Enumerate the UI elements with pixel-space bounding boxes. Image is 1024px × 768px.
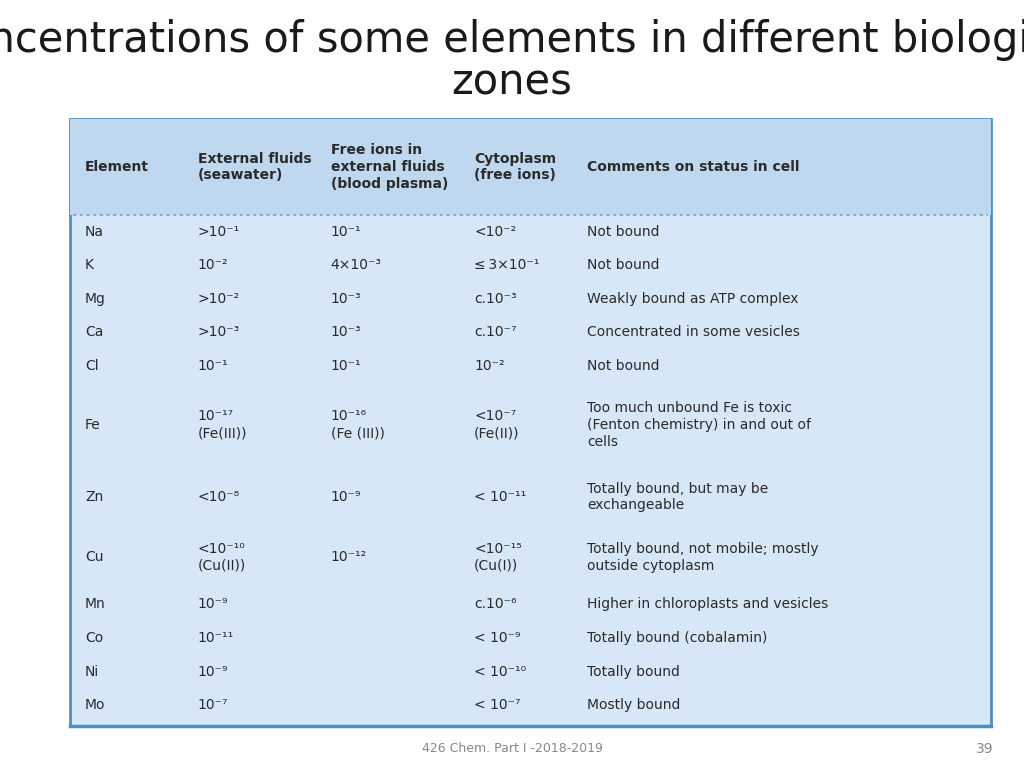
Text: Totally bound, but may be
exchangeable: Totally bound, but may be exchangeable	[587, 482, 768, 512]
Text: >10⁻²: >10⁻²	[198, 292, 240, 306]
Text: < 10⁻⁹: < 10⁻⁹	[474, 631, 520, 645]
Text: Mn: Mn	[85, 598, 105, 611]
Text: 10⁻¹: 10⁻¹	[198, 359, 228, 373]
Text: Too much unbound Fe is toxic
(Fenton chemistry) in and out of
cells: Too much unbound Fe is toxic (Fenton che…	[587, 401, 811, 449]
Text: 10⁻¹⁶
(Fe (III)): 10⁻¹⁶ (Fe (III))	[331, 409, 385, 440]
Text: Totally bound, not mobile; mostly
outside cytoplasm: Totally bound, not mobile; mostly outsid…	[587, 542, 818, 573]
Text: Totally bound: Totally bound	[587, 664, 680, 679]
Text: 10⁻¹¹: 10⁻¹¹	[198, 631, 233, 645]
Text: External fluids
(seawater): External fluids (seawater)	[198, 151, 311, 182]
Text: 10⁻⁹: 10⁻⁹	[198, 664, 228, 679]
Text: < 10⁻¹⁰: < 10⁻¹⁰	[474, 664, 526, 679]
Text: 10⁻⁹: 10⁻⁹	[331, 490, 361, 504]
Text: 10⁻¹²: 10⁻¹²	[331, 551, 367, 564]
Text: Free ions in
external fluids
(blood plasma): Free ions in external fluids (blood plas…	[331, 143, 449, 190]
Text: Not bound: Not bound	[587, 258, 659, 273]
Text: Cytoplasm
(free ions): Cytoplasm (free ions)	[474, 151, 556, 182]
Text: Fe: Fe	[85, 418, 100, 432]
Text: <10⁻²: <10⁻²	[474, 225, 516, 239]
Text: c.10⁻⁶: c.10⁻⁶	[474, 598, 517, 611]
Text: >10⁻³: >10⁻³	[198, 326, 240, 339]
Text: <10⁻¹⁵
(Cu(I)): <10⁻¹⁵ (Cu(I))	[474, 542, 522, 573]
Text: Ni: Ni	[85, 664, 99, 679]
Text: 4×10⁻³: 4×10⁻³	[331, 258, 382, 273]
Text: 426 Chem. Part I -2018-2019: 426 Chem. Part I -2018-2019	[422, 743, 602, 755]
Text: Not bound: Not bound	[587, 359, 659, 373]
Text: Mostly bound: Mostly bound	[587, 698, 680, 712]
Text: Na: Na	[85, 225, 104, 239]
Text: Higher in chloroplasts and vesicles: Higher in chloroplasts and vesicles	[587, 598, 828, 611]
Text: c.10⁻⁷: c.10⁻⁷	[474, 326, 517, 339]
Text: Co: Co	[85, 631, 103, 645]
Text: Concentrated in some vesicles: Concentrated in some vesicles	[587, 326, 800, 339]
Text: zones: zones	[452, 61, 572, 104]
Text: 10⁻²: 10⁻²	[474, 359, 505, 373]
Bar	[70, 119, 991, 215]
Text: 10⁻⁹: 10⁻⁹	[198, 598, 228, 611]
Text: Concentrations of some elements in different biological: Concentrations of some elements in diffe…	[0, 19, 1024, 61]
Text: Zn: Zn	[85, 490, 103, 504]
Text: < 10⁻¹¹: < 10⁻¹¹	[474, 490, 526, 504]
Text: 10⁻³: 10⁻³	[331, 292, 361, 306]
Text: Weakly bound as ATP complex: Weakly bound as ATP complex	[587, 292, 799, 306]
Text: <10⁻¹⁰
(Cu(II)): <10⁻¹⁰ (Cu(II))	[198, 542, 246, 573]
Text: Cl: Cl	[85, 359, 98, 373]
Text: 10⁻²: 10⁻²	[198, 258, 228, 273]
Text: 10⁻¹: 10⁻¹	[331, 359, 361, 373]
Text: 10⁻³: 10⁻³	[331, 326, 361, 339]
Text: Element: Element	[85, 160, 150, 174]
Text: 10⁻¹: 10⁻¹	[331, 225, 361, 239]
Text: 39: 39	[976, 742, 993, 756]
Text: Ca: Ca	[85, 326, 103, 339]
Text: Comments on status in cell: Comments on status in cell	[587, 160, 800, 174]
Text: <10⁻⁷
(Fe(II)): <10⁻⁷ (Fe(II))	[474, 409, 519, 440]
Text: Totally bound (cobalamin): Totally bound (cobalamin)	[587, 631, 767, 645]
Text: Cu: Cu	[85, 551, 103, 564]
Text: 10⁻⁷: 10⁻⁷	[198, 698, 228, 712]
Text: 10⁻¹⁷
(Fe(III)): 10⁻¹⁷ (Fe(III))	[198, 409, 247, 440]
Text: <10⁻⁸: <10⁻⁸	[198, 490, 240, 504]
Text: Mo: Mo	[85, 698, 105, 712]
Text: >10⁻¹: >10⁻¹	[198, 225, 240, 239]
Text: ≤ 3×10⁻¹: ≤ 3×10⁻¹	[474, 258, 540, 273]
Text: Mg: Mg	[85, 292, 105, 306]
Text: < 10⁻⁷: < 10⁻⁷	[474, 698, 521, 712]
Text: c.10⁻³: c.10⁻³	[474, 292, 517, 306]
FancyBboxPatch shape	[70, 119, 991, 726]
Text: Not bound: Not bound	[587, 225, 659, 239]
Text: K: K	[85, 258, 94, 273]
